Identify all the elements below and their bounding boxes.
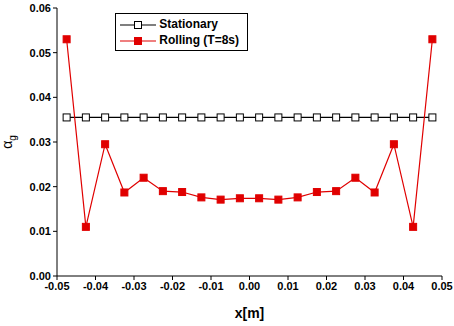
svg-text:0.03: 0.03 (30, 136, 51, 148)
svg-text:0.05: 0.05 (30, 47, 51, 59)
svg-text:0.04: 0.04 (393, 280, 415, 292)
svg-text:-0.01: -0.01 (198, 280, 223, 292)
svg-text:αg: αg (8, 135, 18, 149)
svg-text:0.00: 0.00 (239, 280, 260, 292)
svg-text:0.05: 0.05 (431, 280, 446, 292)
svg-text:-0.04: -0.04 (83, 280, 109, 292)
svg-text:0.06: 0.06 (30, 2, 51, 14)
svg-text:x[m]: x[m] (235, 305, 265, 321)
svg-text:0.03: 0.03 (354, 280, 375, 292)
svg-text:-0.02: -0.02 (160, 280, 185, 292)
svg-text:0.00: 0.00 (30, 270, 51, 282)
svg-text:0.02: 0.02 (30, 181, 51, 193)
svg-text:0.01: 0.01 (30, 225, 51, 237)
svg-text:0.04: 0.04 (30, 91, 52, 103)
svg-text:0.01: 0.01 (277, 280, 298, 292)
svg-text:-0.03: -0.03 (121, 280, 146, 292)
svg-text:0.02: 0.02 (316, 280, 337, 292)
